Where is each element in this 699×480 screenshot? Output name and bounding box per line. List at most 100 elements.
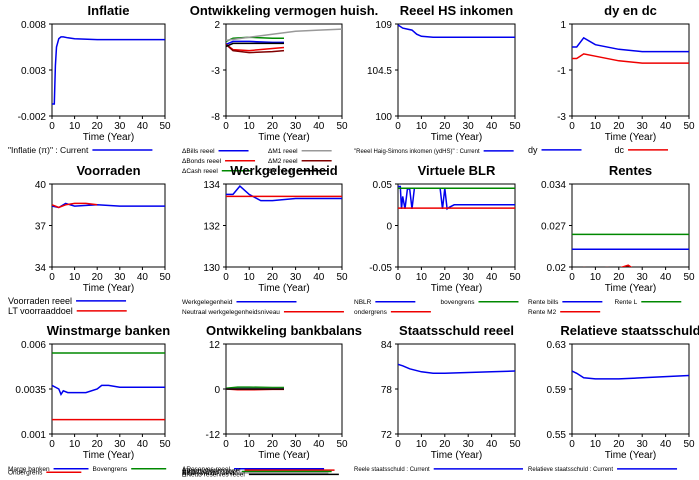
x-tick-label: 40 xyxy=(486,272,498,283)
y-tick-label: 0.003 xyxy=(21,66,46,77)
y-tick-label: -12 xyxy=(206,430,221,441)
x-tick-label: 30 xyxy=(637,439,649,450)
series-line xyxy=(572,36,689,53)
x-tick-label: 30 xyxy=(290,121,302,132)
x-tick-label: 40 xyxy=(313,439,325,450)
x-axis-label: Time (Year) xyxy=(605,132,657,143)
x-tick-label: 40 xyxy=(313,272,325,283)
legend-label: dy xyxy=(528,145,538,155)
x-tick-label: 50 xyxy=(509,272,521,283)
legend-label: Rente M2 xyxy=(528,309,557,316)
plot-area xyxy=(397,343,516,435)
x-tick-label: 0 xyxy=(395,272,401,283)
plot-area xyxy=(571,23,690,117)
x-tick-label: 20 xyxy=(267,272,279,283)
series-line xyxy=(226,40,284,46)
y-tick-label: 0.05 xyxy=(373,180,393,191)
y-tick-label: 0.034 xyxy=(541,180,566,191)
legend-item: Reele staatsschuld : Current xyxy=(354,467,523,473)
legend-item: dy xyxy=(528,145,582,155)
x-tick-label: 30 xyxy=(290,439,302,450)
x-tick-label: 10 xyxy=(590,121,602,132)
x-tick-label: 30 xyxy=(637,272,649,283)
y-tick-label: 0.55 xyxy=(547,430,567,441)
x-axis-label: Time (Year) xyxy=(431,283,483,294)
x-tick-label: 20 xyxy=(92,439,104,450)
x-axis-label: Time (Year) xyxy=(258,283,310,294)
y-tick-label: 78 xyxy=(381,385,393,396)
x-tick-label: 10 xyxy=(69,439,81,450)
series-line xyxy=(52,36,165,105)
x-tick-label: 20 xyxy=(267,439,279,450)
plot-area xyxy=(51,183,166,268)
y-tick-label: -0.05 xyxy=(369,263,392,274)
chart-relatieve-schuld: Relatieve staatsschuld 0.63 0.59 0.550 10 20 3… xyxy=(528,323,699,473)
legend-item: Rente L xyxy=(615,299,682,306)
x-tick-label: 0 xyxy=(569,439,575,450)
legend-label: ΔBills banken reeel xyxy=(182,469,238,476)
legend-item: Rente M2 xyxy=(528,309,601,316)
x-tick-label: 40 xyxy=(486,439,498,450)
x-tick-label: 30 xyxy=(463,121,475,132)
legend-label: ΔNetto reserves reeel xyxy=(182,472,245,479)
chart-title: Voorraden xyxy=(76,163,140,178)
x-tick-label: 50 xyxy=(336,121,348,132)
legend-label: dc xyxy=(615,145,625,155)
x-tick-label: 10 xyxy=(69,121,81,132)
legend-label: "Inflatie (π)" : Current xyxy=(8,145,89,155)
y-tick-label: 0.001 xyxy=(21,430,46,441)
x-tick-label: 10 xyxy=(244,272,256,283)
legend-item: Marge banken xyxy=(8,466,89,473)
legend-label: Rente bills xyxy=(528,299,559,306)
legend-item: Ondergrens xyxy=(8,470,82,477)
y-tick-label: -1 xyxy=(557,66,566,77)
legend-item: Bovengrens xyxy=(93,466,167,473)
legend-item: ΔM1 reeel xyxy=(268,148,332,155)
legend-item: Relatieve staatsschuld : Current xyxy=(528,467,678,473)
y-tick-label: 109 xyxy=(375,20,392,31)
legend-label: ΔV reeel xyxy=(268,168,293,175)
x-tick-label: 30 xyxy=(463,439,475,450)
x-tick-label: 40 xyxy=(660,439,672,450)
plot-area xyxy=(225,183,343,268)
y-tick-label: 37 xyxy=(35,222,47,233)
legend-label: Bovengrens xyxy=(93,466,128,473)
chart-title: Werkgelegenheid xyxy=(230,163,337,178)
chart-title: Virtuele BLR xyxy=(418,163,496,178)
y-tick-label: -3 xyxy=(557,112,566,123)
legend-label: ΔBonds reeel xyxy=(182,158,222,165)
chart-dy-dc: dy en dc 1 -1 -30 10 20 30 40 50 Time (Year) dy dc xyxy=(528,3,695,155)
legend-item: ΔBills reeel xyxy=(182,148,249,155)
x-tick-label: 20 xyxy=(613,121,625,132)
legend-item: ΔBankwaldo reeel xyxy=(182,470,329,477)
legend-label: Werkgelegenheid xyxy=(182,299,233,306)
chart-voorraden: Voorraden 40 37 340 10 20 30 40 50 Time (Year) Voo… xyxy=(8,163,171,316)
legend-item: bovengrens xyxy=(441,299,519,306)
chart-title: Winstmarge banken xyxy=(47,323,170,338)
legend-item: ΔBonds reeel xyxy=(182,158,256,165)
x-tick-label: 50 xyxy=(683,439,695,450)
legend-label: "Reeel Haig-Simons inkomen (ydHS)" : Cur… xyxy=(354,149,480,155)
y-tick-label: 0 xyxy=(214,385,220,396)
x-tick-label: 0 xyxy=(49,121,55,132)
x-axis-label: Time (Year) xyxy=(258,450,310,461)
legend-label: ΔM2 reeel xyxy=(268,158,298,165)
legend-label: ΔCash reeel xyxy=(182,168,218,175)
x-tick-label: 50 xyxy=(159,272,171,283)
legend-label: Marge banken xyxy=(8,466,50,473)
x-tick-label: 50 xyxy=(509,439,521,450)
chart-title: dy en dc xyxy=(604,3,657,18)
chart-title: Reeel HS inkomen xyxy=(400,3,513,18)
legend-item: ondergrens xyxy=(354,309,431,316)
x-tick-label: 20 xyxy=(439,121,451,132)
legend-item: Rente bills xyxy=(528,299,603,306)
legend-label: LT voorraaddoel xyxy=(8,306,73,316)
legend-item: Neutraal werkgelegenheidsniveau xyxy=(182,309,344,316)
x-tick-label: 20 xyxy=(613,439,625,450)
x-tick-label: 40 xyxy=(486,121,498,132)
plot-area xyxy=(571,183,690,268)
x-tick-label: 10 xyxy=(244,439,256,450)
